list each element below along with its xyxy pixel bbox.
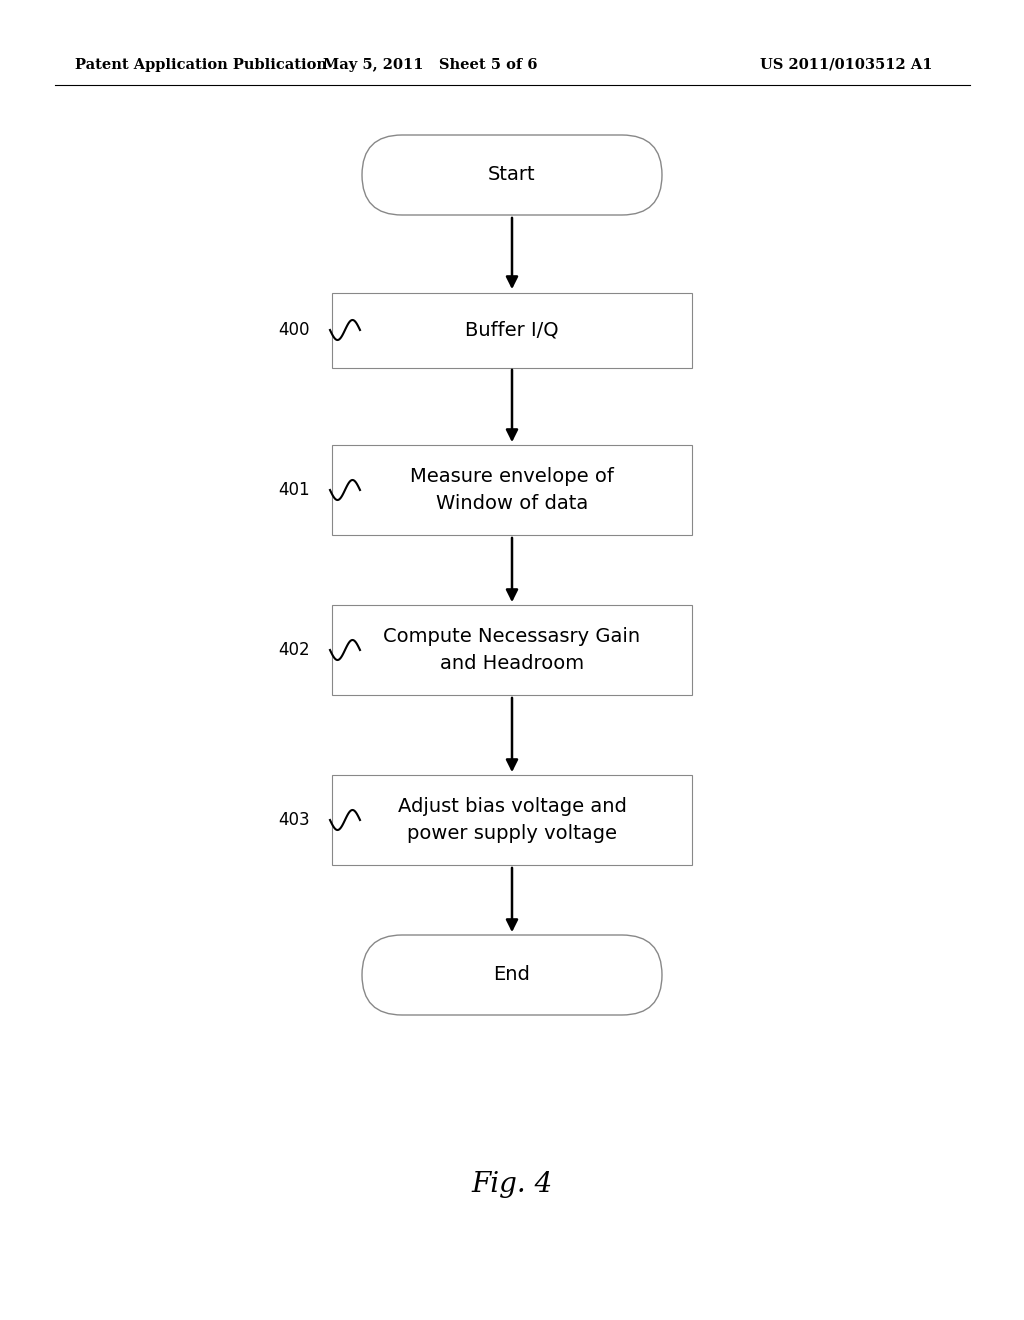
Text: 400: 400 bbox=[279, 321, 310, 339]
Text: Measure envelope of
Window of data: Measure envelope of Window of data bbox=[410, 467, 614, 512]
Text: 403: 403 bbox=[279, 810, 310, 829]
Bar bbox=[332, 775, 692, 865]
FancyBboxPatch shape bbox=[362, 935, 662, 1015]
Bar bbox=[332, 445, 692, 535]
Text: Compute Necessasry Gain
and Headroom: Compute Necessasry Gain and Headroom bbox=[383, 627, 641, 673]
Bar bbox=[332, 293, 692, 367]
Text: 402: 402 bbox=[279, 642, 310, 659]
Text: May 5, 2011   Sheet 5 of 6: May 5, 2011 Sheet 5 of 6 bbox=[323, 58, 538, 73]
Text: End: End bbox=[494, 965, 530, 985]
Text: Fig. 4: Fig. 4 bbox=[471, 1172, 553, 1199]
Text: Buffer I/Q: Buffer I/Q bbox=[465, 321, 559, 339]
Text: 401: 401 bbox=[279, 480, 310, 499]
Text: Patent Application Publication: Patent Application Publication bbox=[75, 58, 327, 73]
Text: Start: Start bbox=[488, 165, 536, 185]
FancyBboxPatch shape bbox=[362, 135, 662, 215]
Text: US 2011/0103512 A1: US 2011/0103512 A1 bbox=[760, 58, 933, 73]
Bar bbox=[332, 605, 692, 696]
Text: Adjust bias voltage and
power supply voltage: Adjust bias voltage and power supply vol… bbox=[397, 797, 627, 842]
